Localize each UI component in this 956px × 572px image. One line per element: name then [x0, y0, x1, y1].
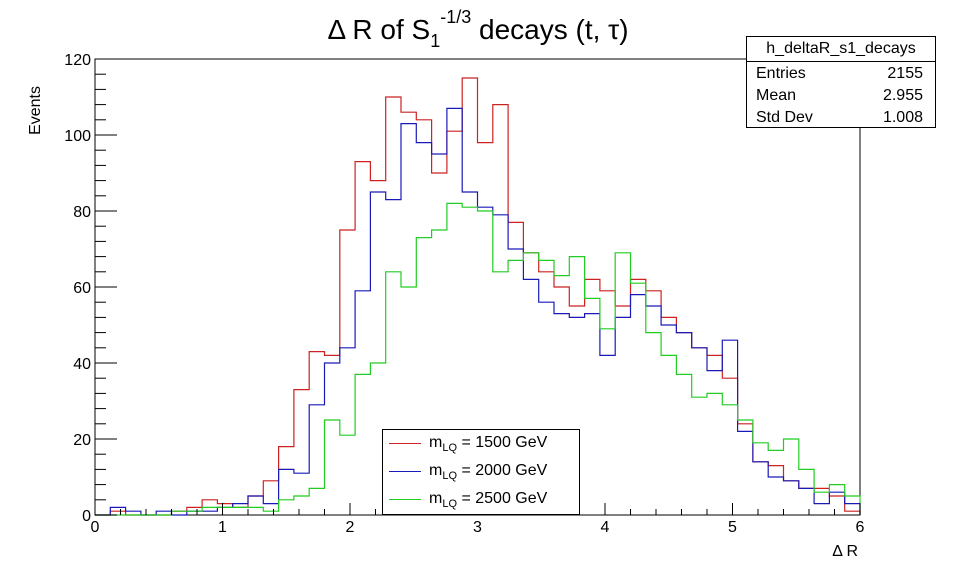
legend: mLQ = 1500 GeV mLQ = 2000 GeV mLQ = 2500…: [382, 429, 580, 515]
stats-box: h_deltaR_s1_decays Entries 2155 Mean 2.9…: [746, 36, 936, 128]
stats-row-mean: Mean 2.955: [747, 84, 935, 106]
chart-title: Δ R of S1-1/3 decays (t, τ): [327, 7, 628, 51]
y-tick-label: 20: [73, 432, 91, 449]
stats-label: Std Dev: [756, 109, 813, 126]
stats-label: Entries: [756, 65, 806, 82]
x-tick-label: 1: [218, 519, 227, 536]
series-line-2: [95, 202, 861, 516]
y-axis-label: Events: [27, 86, 44, 135]
y-tick-label: 0: [82, 508, 91, 525]
stats-value: 2155: [887, 65, 923, 82]
legend-label: mLQ = 1500 GeV: [429, 434, 548, 455]
stats-title: h_deltaR_s1_decays: [747, 37, 935, 62]
legend-label: mLQ = 2000 GeV: [429, 462, 548, 483]
y-tick-label: 120: [64, 52, 91, 69]
title-pre: Δ R of S: [327, 14, 430, 45]
x-tick-label: 4: [601, 519, 610, 536]
y-tick-label: 40: [73, 356, 91, 373]
x-tick-label: 6: [856, 519, 865, 536]
stats-row-stddev: Std Dev 1.008: [747, 106, 935, 128]
legend-swatch: [389, 443, 421, 444]
y-tick-label: 80: [73, 204, 91, 221]
stats-row-entries: Entries 2155: [747, 62, 935, 84]
legend-item-2500: mLQ = 2500 GeV: [383, 486, 579, 514]
legend-label: mLQ = 2500 GeV: [429, 490, 548, 511]
x-tick-label: 3: [473, 519, 482, 536]
stats-value: 2.955: [882, 87, 923, 104]
stats-value: 1.008: [882, 109, 923, 126]
y-tick-label: 60: [73, 280, 91, 297]
series-line-1: [95, 107, 861, 516]
stats-label: Mean: [756, 87, 797, 104]
title-sup: -1/3: [440, 7, 471, 27]
x-tick-label: 5: [728, 519, 737, 536]
title-sub: 1: [430, 31, 440, 51]
x-tick-label: 0: [91, 519, 100, 536]
x-tick-label: 2: [346, 519, 355, 536]
legend-item-1500: mLQ = 1500 GeV: [383, 430, 579, 458]
y-tick-label: 100: [64, 128, 91, 145]
title-post: decays (t, τ): [471, 14, 628, 45]
legend-swatch: [389, 499, 421, 500]
legend-item-2000: mLQ = 2000 GeV: [383, 458, 579, 486]
legend-swatch: [389, 471, 421, 472]
x-axis-label: Δ R: [832, 543, 858, 560]
